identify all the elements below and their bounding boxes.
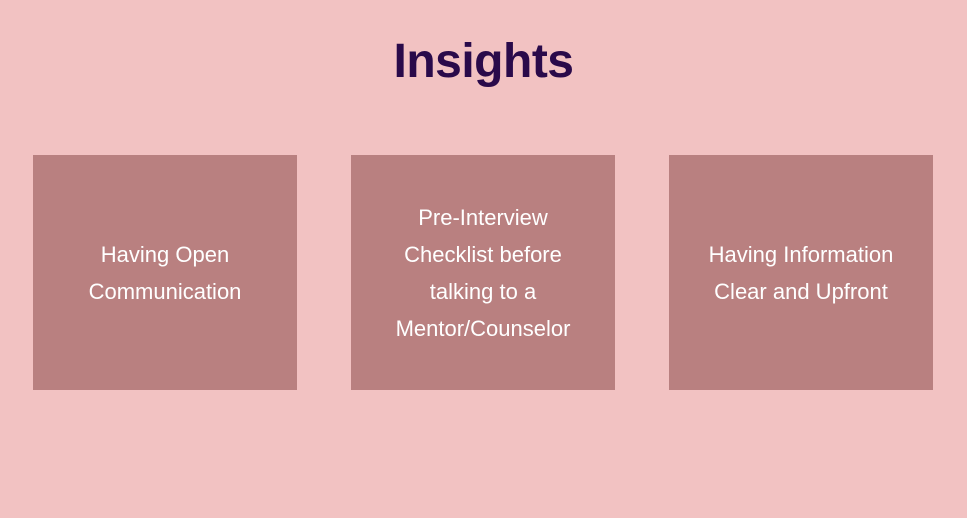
insight-card-open-communication: Having Open Communication	[33, 155, 297, 390]
insight-card-text: Pre-Interview Checklist before talking t…	[395, 204, 571, 341]
insight-card-text: Having Open Communication	[88, 241, 242, 304]
insight-card-pre-interview-checklist: Pre-Interview Checklist before talking t…	[351, 155, 615, 390]
slide-title: Insights	[393, 35, 574, 88]
insight-card-text: Having Information Clear and Upfront	[708, 241, 894, 304]
insight-card-clear-information: Having Information Clear and Upfront	[669, 155, 933, 390]
